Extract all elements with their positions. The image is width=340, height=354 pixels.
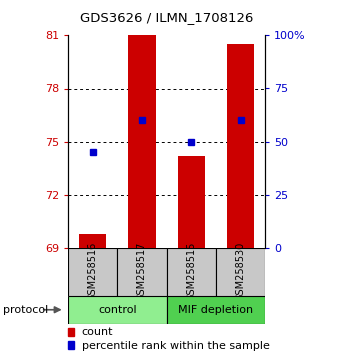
Bar <box>68 327 74 336</box>
Text: MIF depletion: MIF depletion <box>178 305 253 315</box>
Bar <box>68 296 167 324</box>
Text: GSM258516: GSM258516 <box>88 242 98 301</box>
Text: GSM258530: GSM258530 <box>236 242 245 301</box>
Text: GSM258515: GSM258515 <box>186 242 196 301</box>
Bar <box>167 248 216 296</box>
Bar <box>178 156 205 248</box>
Text: GDS3626 / ILMN_1708126: GDS3626 / ILMN_1708126 <box>80 11 253 24</box>
Bar <box>68 341 74 349</box>
Text: GSM258517: GSM258517 <box>137 242 147 301</box>
Bar <box>79 234 106 248</box>
Text: count: count <box>82 327 113 337</box>
Bar <box>117 248 167 296</box>
Bar <box>167 296 265 324</box>
Bar <box>129 35 155 248</box>
Text: control: control <box>98 305 137 315</box>
Bar <box>68 248 117 296</box>
Bar <box>227 44 254 248</box>
Text: protocol: protocol <box>3 305 49 315</box>
Text: percentile rank within the sample: percentile rank within the sample <box>82 341 270 351</box>
Bar <box>216 248 265 296</box>
